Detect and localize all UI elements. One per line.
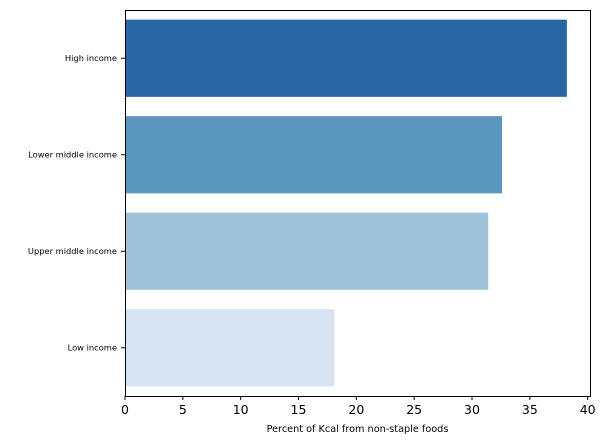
plot-frame <box>125 10 591 397</box>
category-label: Low income <box>68 342 117 352</box>
bar-high-income <box>125 19 567 97</box>
category-labels: High income Lower middle income Upper midd… <box>28 53 125 352</box>
category-label: Upper middle income <box>28 246 117 256</box>
x-tick-label: 15 <box>291 402 307 417</box>
x-tick-label: 40 <box>580 402 596 417</box>
x-tick-label: 5 <box>179 402 187 417</box>
x-tick-label: 25 <box>406 402 422 417</box>
x-tick-label: 0 <box>121 402 129 417</box>
category-label: High income <box>65 53 117 63</box>
x-tick-label: 30 <box>464 402 480 417</box>
bars-group <box>125 19 567 387</box>
x-tick-label: 35 <box>522 402 538 417</box>
x-axis-ticks: 0 5 10 15 20 25 30 35 40 <box>121 396 596 417</box>
x-tick-label: 20 <box>348 402 364 417</box>
x-tick-label: 10 <box>233 402 249 417</box>
bar-lower-middle-income <box>125 116 503 194</box>
bar-upper-middle-income <box>125 212 489 290</box>
x-axis-label: Percent of Kcal from non-staple foods <box>267 424 449 435</box>
bar-low-income <box>125 309 335 387</box>
category-label: Lower middle income <box>28 149 117 159</box>
